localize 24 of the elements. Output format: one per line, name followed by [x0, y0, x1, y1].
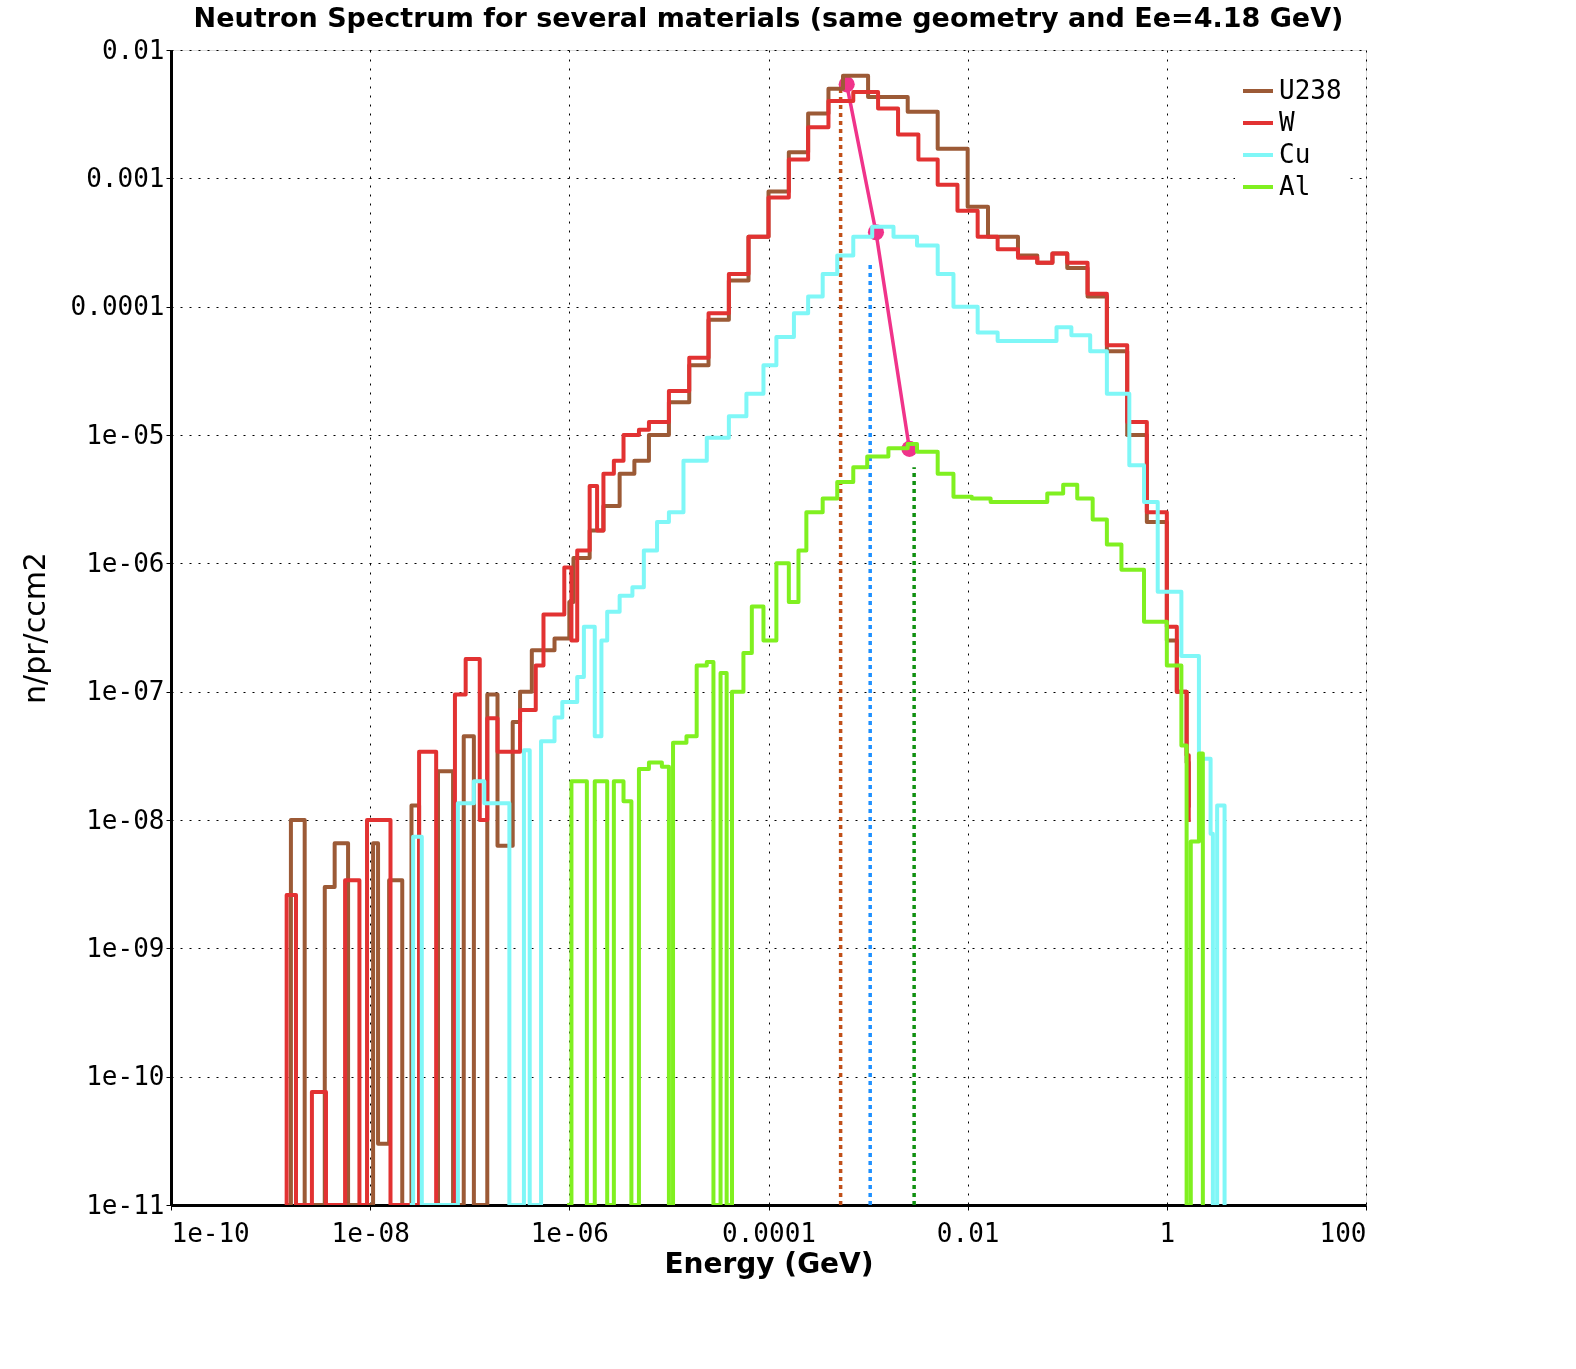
- y-tick-label: 1e-07: [86, 676, 165, 707]
- chart-title: Neutron Spectrum for several materials (same geometry and Ee=4.18 GeV): [193, 2, 1344, 33]
- legend-label: U238: [1279, 75, 1342, 105]
- x-tick-label: 0.0001: [722, 1217, 816, 1248]
- y-tick-label: 1e-09: [86, 932, 165, 963]
- legend-label: Al: [1279, 171, 1311, 201]
- y-tick-label: 0.001: [86, 162, 165, 193]
- y-tick-label: 1e-11: [86, 1189, 165, 1220]
- y-tick-label: 1e-10: [86, 1061, 165, 1092]
- x-axis-title: Energy (GeV): [664, 1246, 874, 1280]
- y-tick-label: 1e-05: [86, 419, 165, 450]
- x-tick-label: 1e-10: [171, 1217, 250, 1248]
- x-tick-label: 0.01: [936, 1217, 1000, 1248]
- y-tick-label: 1e-08: [86, 804, 165, 835]
- legend-label: W: [1279, 107, 1295, 137]
- x-tick-label: 1e-08: [331, 1217, 410, 1248]
- x-tick-label: 1: [1159, 1217, 1176, 1248]
- y-tick-label: 0.01: [101, 34, 165, 65]
- y-tick-label: 1e-06: [86, 547, 165, 578]
- x-tick-label: 1e-06: [530, 1217, 609, 1248]
- y-tick-label: 0.0001: [70, 291, 165, 322]
- legend-label: Cu: [1279, 139, 1311, 169]
- x-tick-label: 100: [1319, 1217, 1367, 1248]
- y-axis-title: n/pr/ccm2: [16, 552, 52, 704]
